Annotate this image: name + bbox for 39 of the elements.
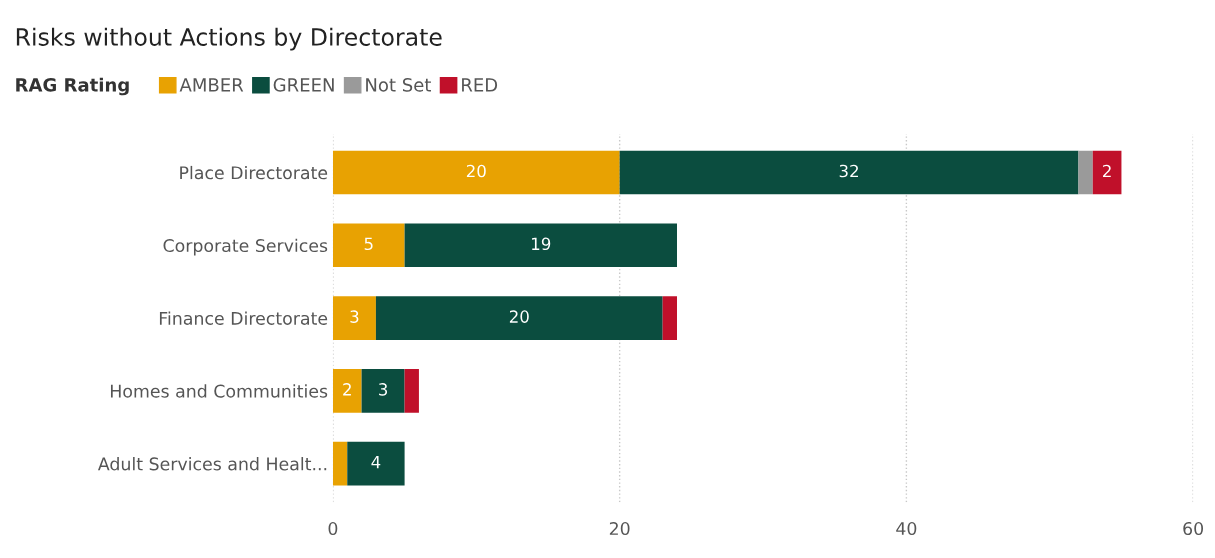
bar	[332, 150, 620, 195]
x-tick-label: 20	[609, 521, 630, 536]
data-label: 4	[371, 456, 381, 469]
data-label: 5	[364, 237, 373, 251]
legend-label: AMBER	[179, 78, 244, 92]
data-label: 19	[532, 237, 551, 251]
bar	[332, 441, 348, 486]
bar	[619, 150, 1079, 195]
data-label: 32	[839, 164, 858, 178]
data-label: 2	[343, 383, 351, 396]
bar	[375, 296, 663, 340]
data-label: 20	[466, 164, 486, 178]
bar	[332, 296, 376, 340]
x-tick-label: 60	[1183, 521, 1204, 536]
bar	[332, 369, 362, 413]
legend-label: Not Set	[366, 78, 431, 92]
legend-label: GREEN	[273, 78, 334, 92]
data-label: 3	[350, 310, 359, 323]
x-tick-label: 40	[896, 521, 917, 536]
legend-title: RAG Rating	[16, 77, 129, 96]
bar	[347, 441, 405, 486]
y-tick-label: Finance Directorate	[159, 311, 328, 325]
y-tick-label: Corporate Services	[163, 238, 328, 256]
y-tick-label: Adult Services and Healt...	[97, 457, 327, 471]
y-tick-label: Place Directorate	[180, 165, 328, 180]
y-tick-label: Homes and Communities	[110, 384, 328, 398]
bar	[1092, 150, 1122, 195]
data-label: 3	[379, 383, 388, 396]
x-tick-label: 0	[328, 521, 338, 536]
bar	[332, 223, 405, 268]
chart-title: Risks without Actions by Directorate	[16, 27, 442, 51]
bar	[1078, 150, 1093, 195]
legend-label: RED	[462, 78, 498, 92]
bar	[361, 369, 405, 413]
bar	[662, 296, 677, 340]
data-label: 2	[1103, 164, 1111, 178]
bar	[404, 223, 677, 268]
data-label: 20	[509, 310, 529, 323]
bar	[404, 369, 419, 413]
